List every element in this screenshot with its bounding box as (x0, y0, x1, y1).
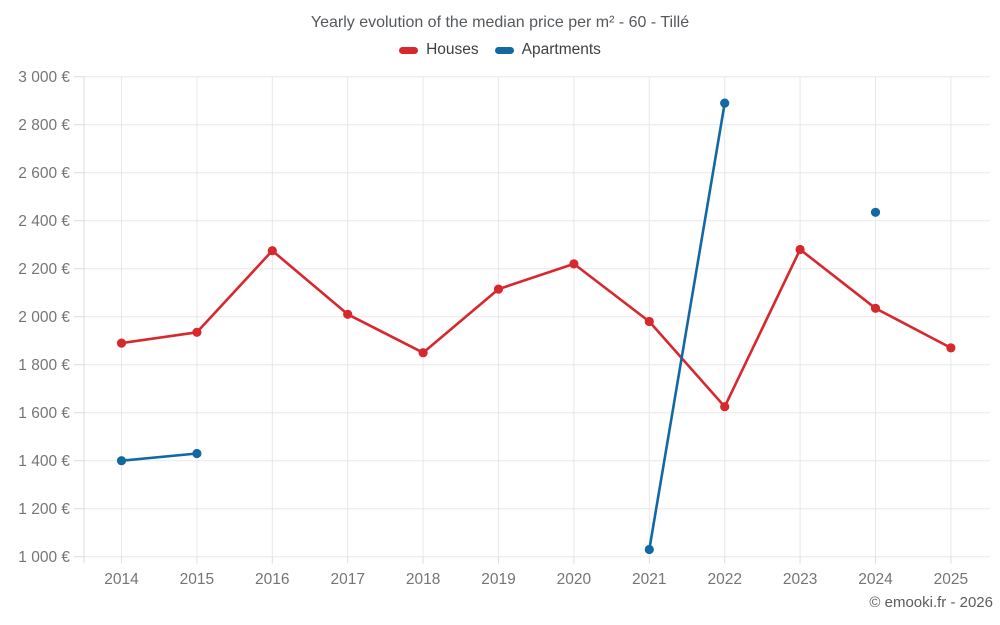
x-axis-tick-label: 2023 (783, 571, 817, 588)
x-axis-tick-label: 2015 (180, 571, 214, 588)
y-axis-tick-label: 2 200 € (18, 261, 70, 278)
x-axis-tick-label: 2016 (255, 571, 289, 588)
y-axis-tick-label: 1 000 € (18, 549, 70, 566)
y-axis-tick-label: 1 800 € (18, 357, 70, 374)
data-point[interactable] (116, 338, 127, 348)
series-apartments (116, 98, 881, 555)
x-axis-tick-label: 2020 (557, 571, 592, 588)
watermark: © emooki.fr - 2026 (869, 594, 993, 611)
y-axis-tick-label: 1 200 € (18, 501, 70, 518)
x-axis-tick-label: 2024 (858, 571, 893, 588)
y-axis-tick-label: 1 400 € (18, 453, 70, 470)
x-axis-tick-label: 2018 (406, 571, 440, 588)
data-point[interactable] (267, 246, 277, 256)
data-point[interactable] (116, 456, 127, 466)
y-axis-tick-label: 2 000 € (18, 309, 70, 326)
data-point[interactable] (946, 343, 956, 353)
y-axis-tick-label: 2 400 € (18, 213, 70, 230)
data-point[interactable] (720, 98, 730, 108)
y-axis-tick-label: 2 800 € (18, 117, 70, 134)
data-point[interactable] (870, 207, 881, 217)
legend-label: Apartments (521, 41, 601, 58)
legend-swatch (494, 46, 514, 54)
legend: Houses Apartments (0, 41, 1000, 59)
x-axis-tick-label: 2014 (104, 571, 139, 588)
series-line (647, 101, 727, 551)
data-point[interactable] (343, 309, 353, 319)
y-axis-tick-label: 2 600 € (18, 165, 70, 182)
legend-item-apartments[interactable]: Apartments (494, 41, 601, 59)
legend-label: Houses (426, 41, 479, 58)
legend-swatch (399, 46, 419, 54)
data-point[interactable] (418, 348, 428, 358)
data-point[interactable] (192, 327, 202, 337)
x-axis-tick-label: 2017 (330, 571, 364, 588)
y-axis-tick-label: 3 000 € (18, 69, 70, 86)
data-point[interactable] (569, 259, 579, 269)
x-axis-tick-label: 2025 (934, 571, 968, 588)
legend-item-houses[interactable]: Houses (399, 41, 479, 59)
data-point[interactable] (795, 244, 805, 255)
y-axis-tick-label: 1 600 € (18, 405, 70, 422)
data-point[interactable] (870, 303, 881, 313)
x-axis-tick-label: 2022 (707, 571, 741, 588)
data-point[interactable] (192, 448, 202, 459)
data-point[interactable] (720, 402, 730, 412)
series-line (120, 248, 953, 409)
chart-title: Yearly evolution of the median price per… (310, 14, 690, 31)
gridlines: 1 000 € 1 200 € 1 400 € 1 600 € 1 800 € 2 000… (18, 69, 990, 588)
data-point[interactable] (644, 316, 654, 327)
data-point[interactable] (644, 544, 654, 555)
x-axis-tick-label: 2021 (632, 571, 666, 588)
data-point[interactable] (493, 284, 504, 294)
series-line (120, 452, 199, 463)
x-axis-tick-label: 2019 (481, 571, 515, 588)
series-houses (116, 244, 956, 412)
